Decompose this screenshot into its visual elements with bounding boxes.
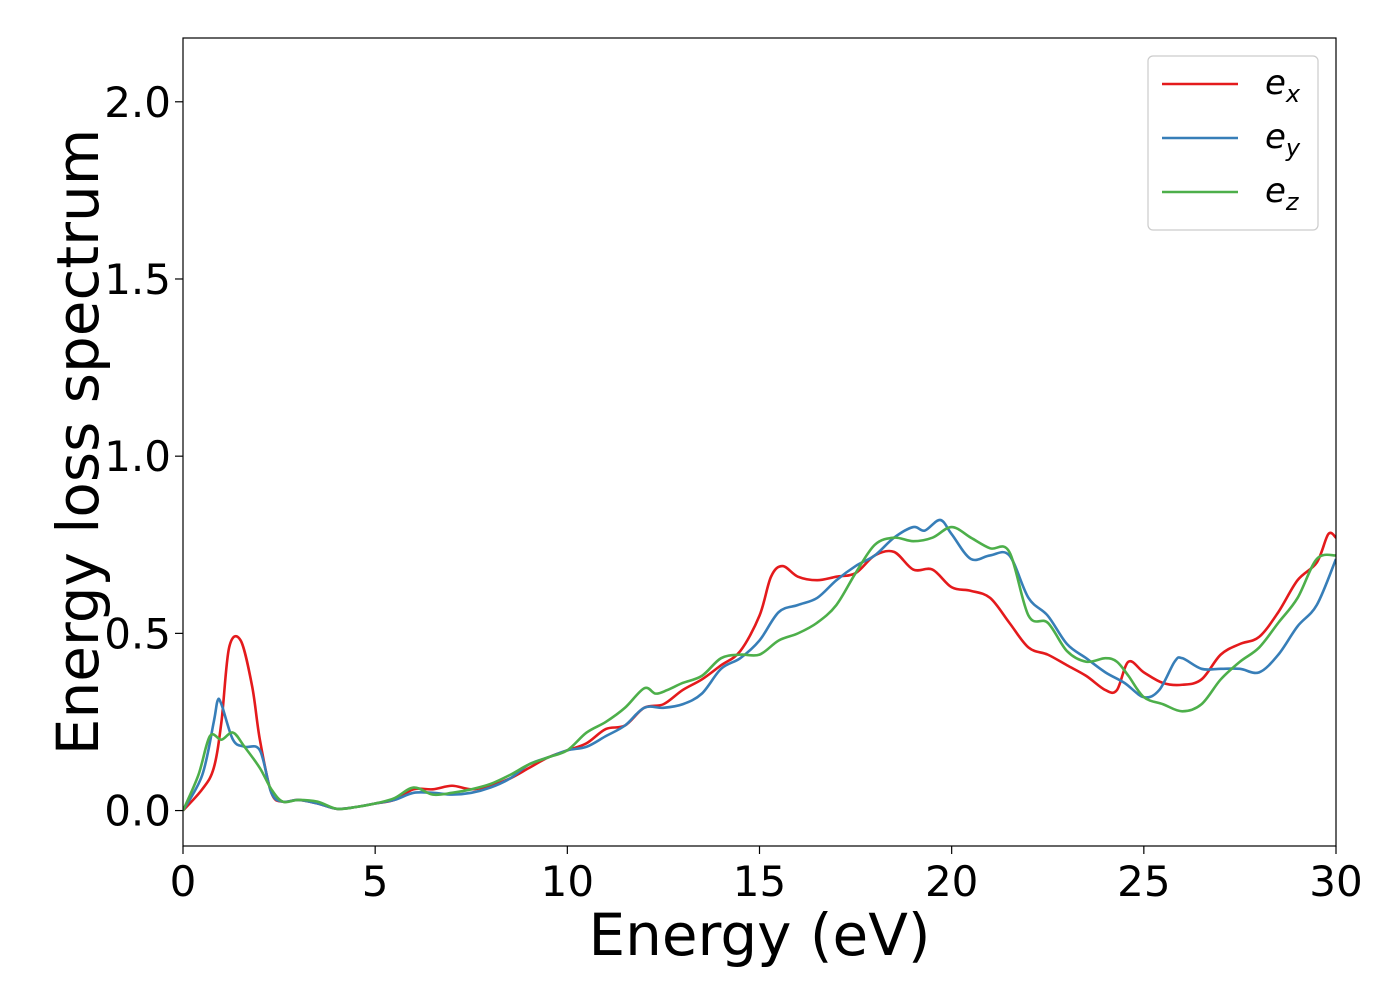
y-axis-label: Energy loss spectrum	[44, 129, 112, 755]
legend-label-subscript: x	[1285, 80, 1301, 108]
x-tick-label: 20	[925, 857, 978, 906]
legend-label-subscript: y	[1285, 134, 1301, 162]
x-tick-label: 30	[1309, 857, 1362, 906]
x-tick-label: 0	[170, 857, 197, 906]
x-tick-label: 15	[733, 857, 786, 906]
legend-label-z: ez	[1265, 171, 1300, 216]
y-tick-label: 2.0	[104, 78, 171, 127]
x-axis-ticks: 0 5 10 15 20 25 30	[170, 846, 1363, 906]
y-axis-ticks: 0.0 0.5 1.0 1.5 2.0	[104, 78, 183, 836]
series-layer	[183, 518, 1336, 812]
legend-label-base: e	[1265, 63, 1286, 103]
y-tick-label: 1.5	[104, 255, 171, 304]
legend-label-base: e	[1265, 171, 1286, 211]
legend-label-base: e	[1265, 117, 1286, 157]
x-tick-label: 25	[1117, 857, 1170, 906]
legend-box	[1147, 55, 1319, 231]
legend-label-x: ex	[1265, 63, 1301, 108]
y-tick-label: 0.5	[104, 609, 171, 658]
x-axis-label: Energy (eV)	[588, 901, 930, 969]
x-tick-label: 10	[541, 857, 594, 906]
y-tick-label: 1.0	[104, 432, 171, 481]
x-tick-label: 5	[362, 857, 389, 906]
legend-label-y: ey	[1265, 117, 1301, 162]
legend-label-subscript: z	[1285, 188, 1300, 216]
series-line-z	[183, 525, 1336, 812]
y-tick-label: 0.0	[104, 787, 171, 836]
